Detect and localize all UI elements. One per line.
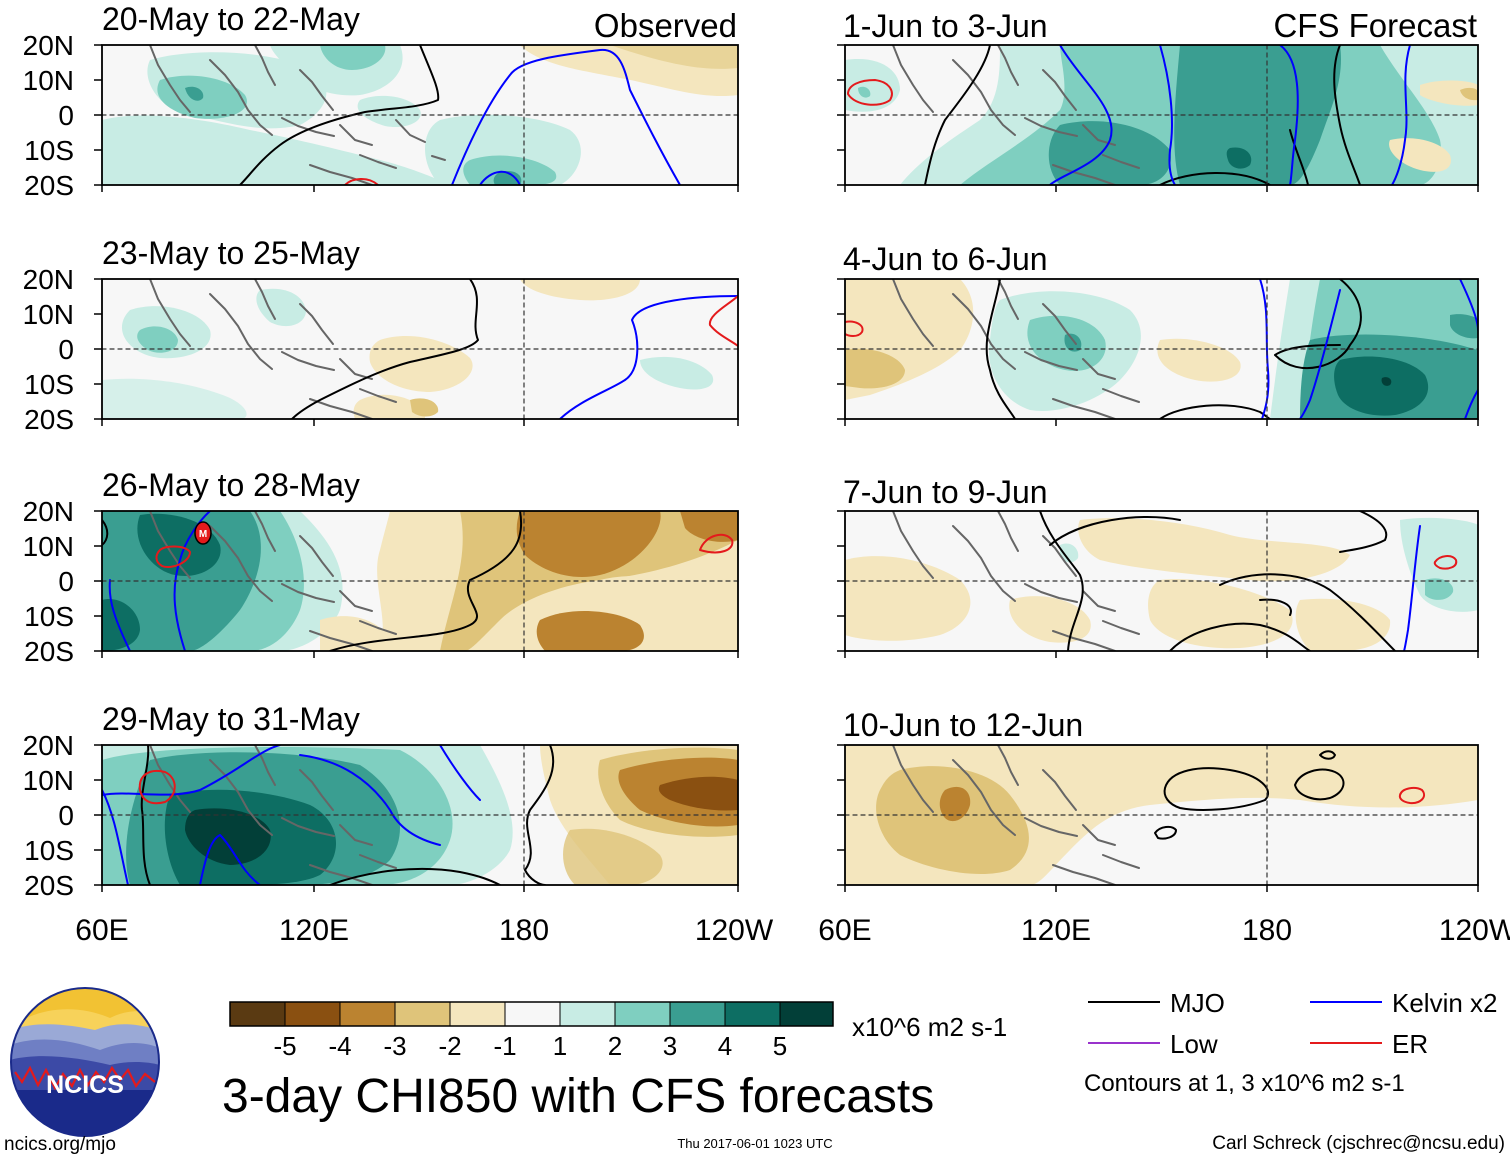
colorbar-swatch	[230, 1002, 285, 1026]
lat-label: 10S	[24, 369, 74, 400]
lon-axis: 60E 120E 180 120W 60E 120E 180 120W	[75, 914, 1510, 947]
lat-label: 10N	[23, 299, 74, 330]
colorbar-swatch	[285, 1002, 340, 1026]
lat-label: 0	[58, 800, 74, 831]
panel-title: 10-Jun to 12-Jun	[843, 707, 1083, 743]
lon-label: 180	[1242, 914, 1292, 947]
colorbar-swatch	[670, 1002, 725, 1026]
lat-label: 10S	[24, 601, 74, 632]
colorbar-swatch	[450, 1002, 505, 1026]
colorbar-label: 4	[718, 1031, 732, 1061]
legend-mjo-label: MJO	[1170, 988, 1225, 1018]
colorbar: -5 -4 -3 -2 -1 1 2 3 4 5 x10^6 m2 s-1	[229, 1001, 1007, 1061]
map-panel	[837, 44, 1479, 192]
lat-label: 20N	[23, 264, 74, 295]
legend: MJO Kelvin x2 Low ER Contours at 1, 3 x1…	[1084, 988, 1498, 1097]
colorbar-swatch	[780, 1002, 833, 1026]
colorbar-swatch	[615, 1002, 670, 1026]
legend-kelvin-label: Kelvin x2	[1392, 988, 1498, 1018]
logo-text: NCICS	[46, 1071, 124, 1099]
map-panel: M	[94, 510, 739, 658]
lat-label: 20N	[23, 30, 74, 61]
map-panel	[837, 278, 1479, 426]
legend-er-label: ER	[1392, 1029, 1428, 1059]
colorbar-label: 1	[553, 1031, 567, 1061]
observed-header: Observed	[594, 7, 737, 44]
lat-label: 20N	[23, 730, 74, 761]
lat-label: 20S	[24, 170, 74, 201]
panel-title: 20-May to 22-May	[102, 1, 360, 37]
footer-author: Carl Schreck (cjschrec@ncsu.edu)	[1212, 1133, 1505, 1154]
colorbar-label: 2	[608, 1031, 622, 1061]
ncics-logo: NCICS	[10, 987, 160, 1137]
lon-label: 120E	[279, 914, 349, 947]
contours-note: Contours at 1, 3 x10^6 m2 s-1	[1084, 1070, 1405, 1097]
footer-timestamp: Thu 2017-06-01 1023 UTC	[677, 1136, 832, 1151]
panel-title: 26-May to 28-May	[102, 467, 360, 503]
forecast-header: CFS Forecast	[1273, 7, 1477, 44]
colorbar-label: -4	[328, 1031, 351, 1061]
lat-label: 20N	[23, 496, 74, 527]
lat-axis-observed: 20N 10N 0 10S 20S 20N 10N 0 10S 20S 20N …	[23, 30, 74, 901]
colorbar-swatch	[505, 1002, 560, 1026]
colorbar-label: -5	[273, 1031, 296, 1061]
colorbar-swatch	[560, 1002, 615, 1026]
map-panel	[837, 510, 1479, 658]
lon-label: 60E	[818, 914, 871, 947]
map-panel	[94, 744, 739, 892]
panel-title: 29-May to 31-May	[102, 701, 360, 737]
colorbar-label: -2	[438, 1031, 461, 1061]
lat-label: 10N	[23, 765, 74, 796]
panel-title: 1-Jun to 3-Jun	[843, 8, 1048, 44]
lat-label: 10N	[23, 65, 74, 96]
colorbar-swatch	[395, 1002, 450, 1026]
lat-label: 20S	[24, 404, 74, 435]
colorbar-label: -1	[493, 1031, 516, 1061]
panel-title: 23-May to 25-May	[102, 235, 360, 271]
map-panel	[94, 44, 739, 192]
lat-label: 10N	[23, 531, 74, 562]
lon-label: 120E	[1021, 914, 1091, 947]
lat-label: 0	[58, 100, 74, 131]
map-panel	[837, 744, 1479, 892]
colorbar-units: x10^6 m2 s-1	[852, 1012, 1007, 1042]
legend-low-label: Low	[1170, 1029, 1218, 1059]
lon-label: 120W	[1439, 914, 1510, 947]
lon-label: 60E	[75, 914, 128, 947]
colorbar-swatch	[340, 1002, 395, 1026]
footer-url: ncics.org/mjo	[4, 1134, 116, 1155]
colorbar-swatch	[725, 1002, 780, 1026]
lat-label: 0	[58, 566, 74, 597]
lat-label: 10S	[24, 135, 74, 166]
mjo-marker: M	[194, 521, 212, 545]
lat-label: 20S	[24, 870, 74, 901]
figure-title: 3-day CHI850 with CFS forecasts	[222, 1070, 934, 1123]
lat-label: 20S	[24, 636, 74, 667]
lat-label: 10S	[24, 835, 74, 866]
mjo-marker-label: M	[199, 529, 207, 540]
map-panel	[94, 278, 739, 426]
panel-title: 7-Jun to 9-Jun	[843, 474, 1048, 510]
colorbar-label: 5	[773, 1031, 787, 1061]
panel-title: 4-Jun to 6-Jun	[843, 241, 1048, 277]
colorbar-label: 3	[663, 1031, 677, 1061]
colorbar-label: -3	[383, 1031, 406, 1061]
lon-label: 180	[499, 914, 549, 947]
lat-label: 0	[58, 334, 74, 365]
lon-label: 120W	[695, 914, 774, 947]
